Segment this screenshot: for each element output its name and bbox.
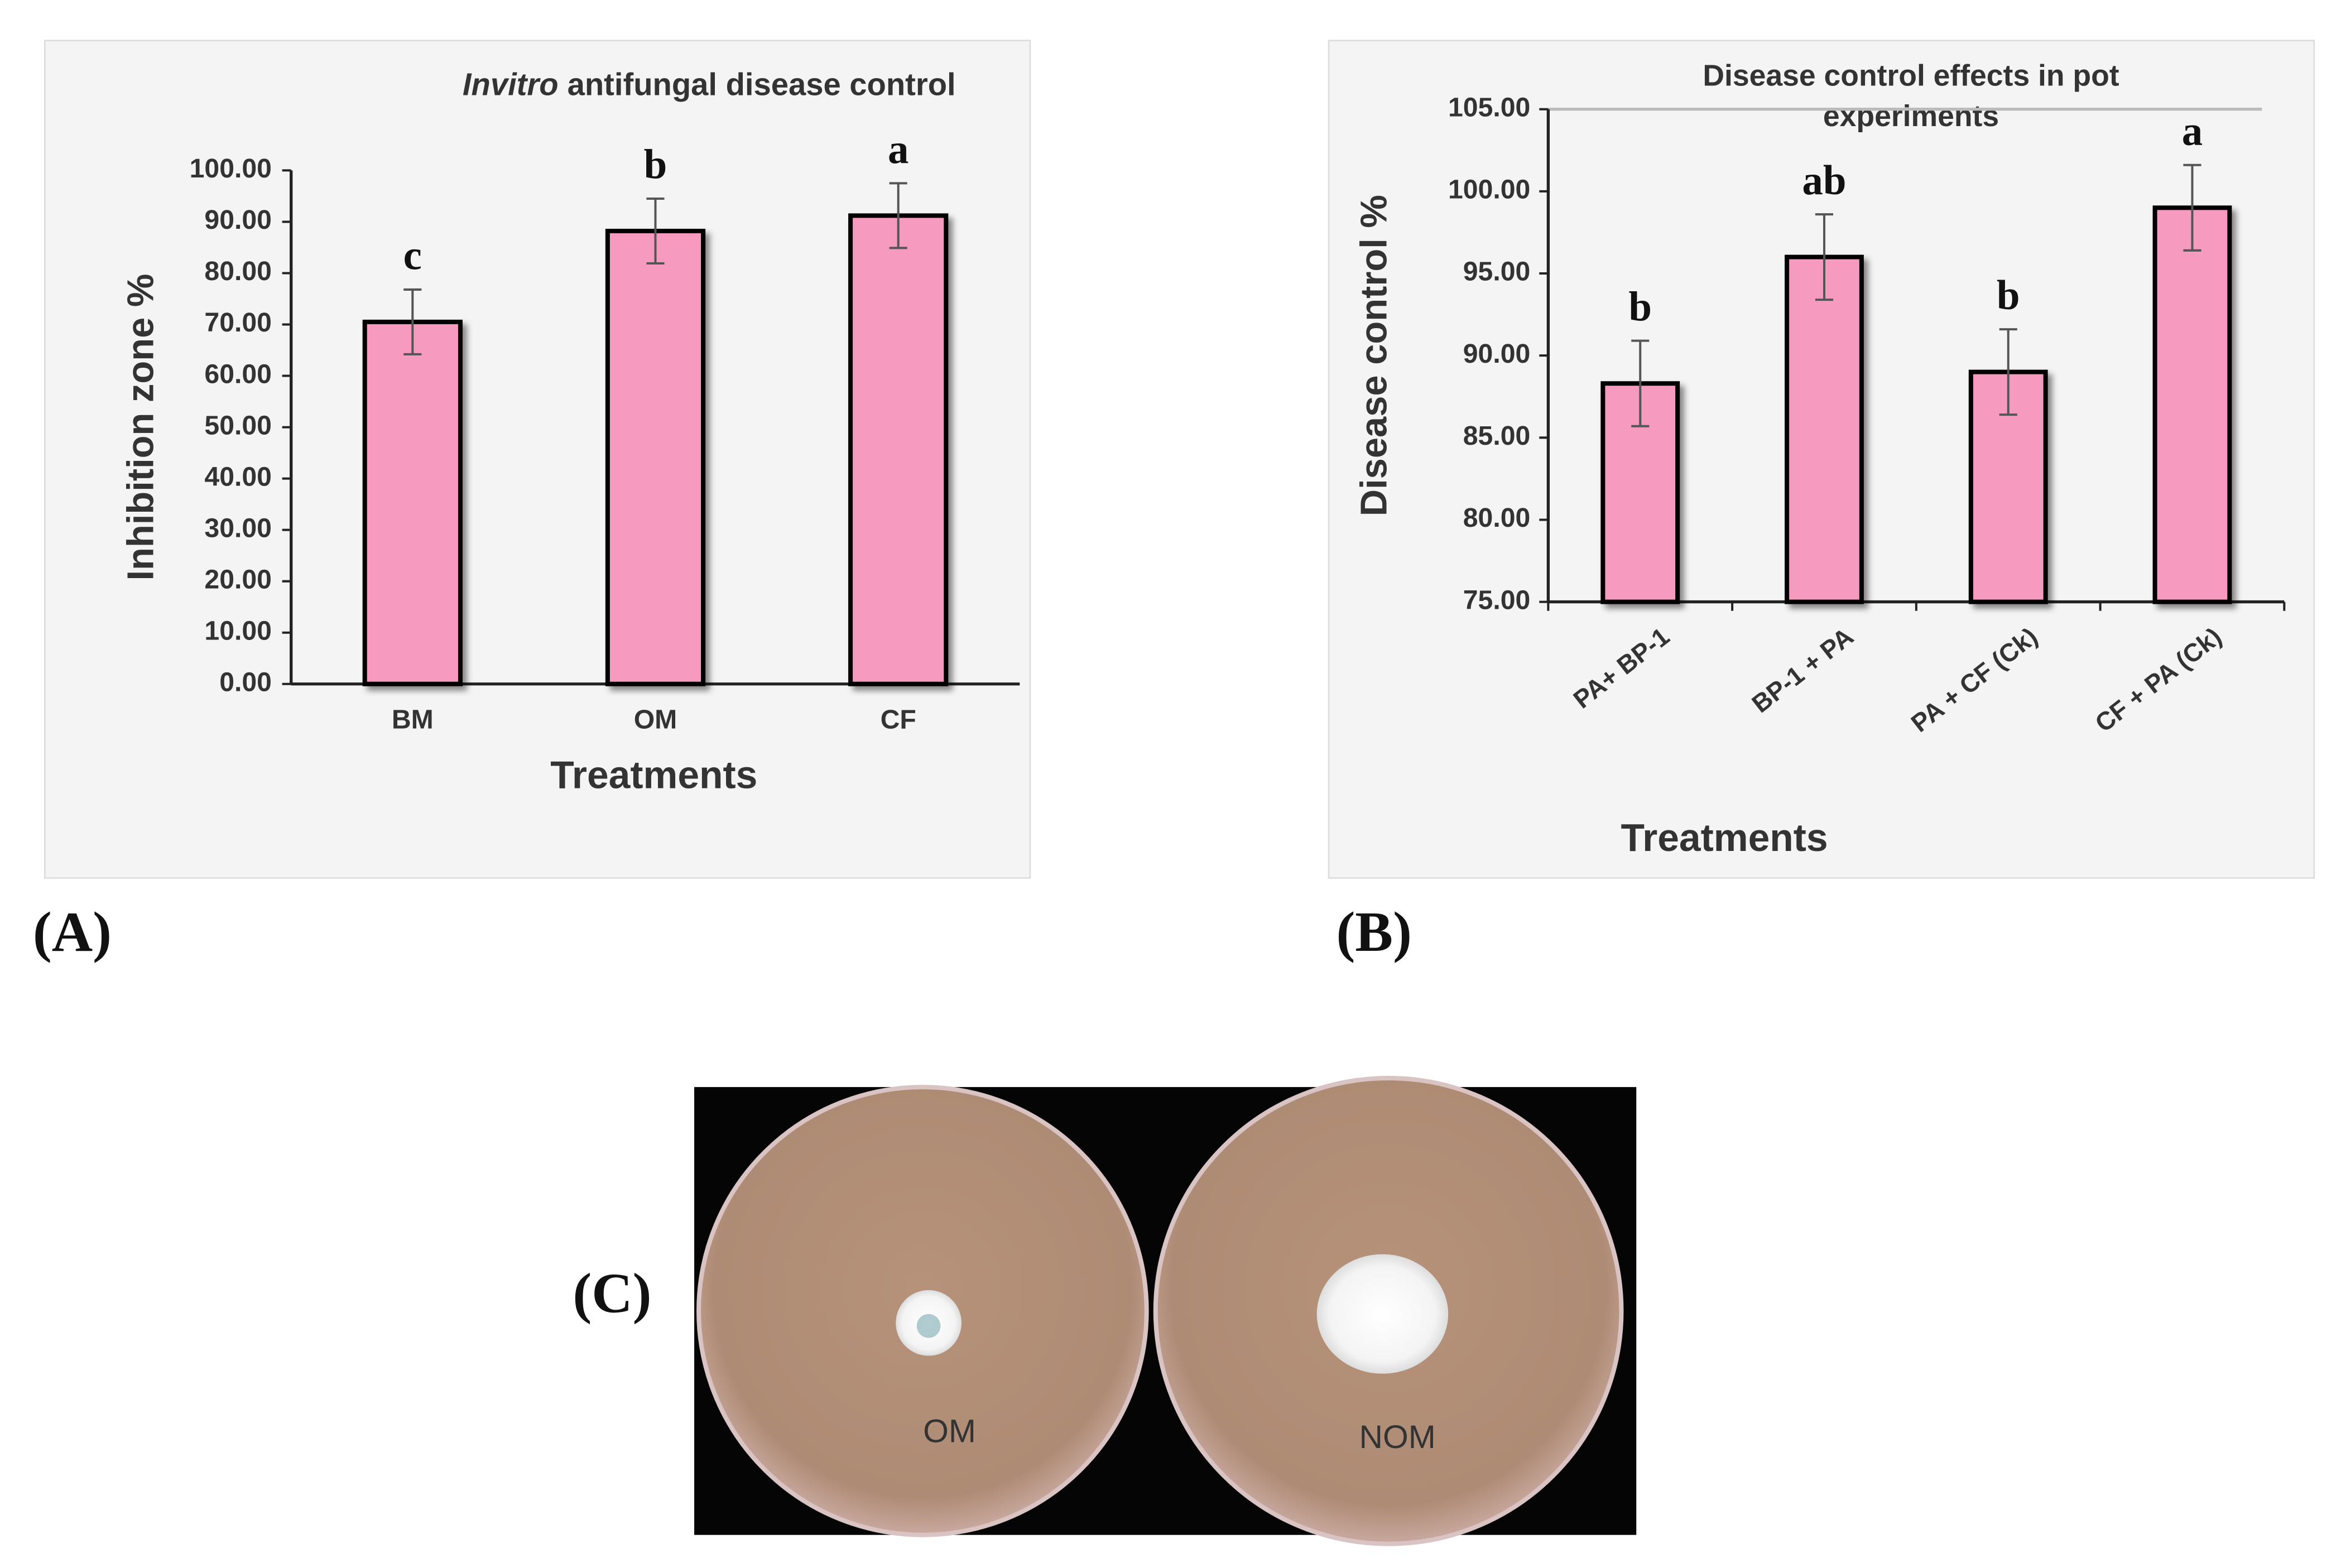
significance-letter: ab — [1802, 157, 1846, 204]
error-bar — [1815, 213, 1834, 301]
bar — [605, 229, 706, 686]
y-tick-label: 85.00 — [1463, 421, 1530, 451]
y-tick-label: 80.00 — [1463, 503, 1530, 533]
y-tick-label: 70.00 — [204, 307, 271, 338]
significance-letter: b — [644, 142, 667, 188]
bar — [2152, 205, 2232, 604]
significance-letter: b — [1997, 272, 2020, 319]
y-tick-label: 40.00 — [204, 461, 271, 492]
bar — [1785, 254, 1864, 604]
error-bar — [403, 288, 422, 355]
error-bar — [2183, 163, 2201, 252]
bar — [848, 213, 949, 686]
y-tick-label: 100.00 — [1448, 175, 1530, 205]
y-tick-label: 95.00 — [1463, 257, 1530, 287]
chart-title-part: antifungal disease control — [568, 66, 956, 102]
panel-label: (B) — [1336, 900, 1412, 963]
chart-title: Disease control effects in pot — [1703, 60, 2119, 93]
fungal-colony — [1316, 1254, 1449, 1374]
x-axis-label: Treatments — [550, 753, 757, 797]
significance-letter: a — [888, 126, 908, 172]
significance-letter: a — [2182, 108, 2203, 154]
y-tick-label: 60.00 — [204, 359, 271, 389]
y-tick-label: 100.00 — [190, 153, 272, 184]
chart-title: experiments — [1823, 100, 1999, 133]
x-tick-label: BM — [392, 704, 434, 734]
x-axis-label: Treatments — [1621, 816, 1828, 859]
significance-letter: b — [1628, 283, 1652, 330]
y-tick-label: 20.00 — [204, 564, 271, 594]
panel-label: (A) — [33, 900, 112, 963]
y-tick-label: 80.00 — [204, 256, 271, 286]
y-tick-label: 0.00 — [219, 667, 272, 697]
error-bar — [1631, 339, 1650, 427]
x-tick-label: CF — [881, 704, 916, 734]
fungal-colony-center — [916, 1314, 941, 1338]
y-axis-label: Disease control % — [1353, 195, 1395, 516]
y-tick-label: 90.00 — [204, 205, 271, 235]
bar — [362, 319, 463, 686]
chart-title: Invitro antifungal disease control — [463, 66, 956, 102]
y-axis-label: Inhibition zone % — [120, 274, 162, 581]
panel-label: (C) — [573, 1261, 651, 1324]
y-tick-label: 10.00 — [204, 615, 271, 646]
chart-title-part: Invitro — [463, 66, 559, 102]
significance-letter: c — [403, 233, 422, 279]
y-tick-label: 30.00 — [204, 513, 271, 543]
y-tick-label: 90.00 — [1463, 339, 1530, 369]
plate-label: NOM — [1359, 1419, 1436, 1455]
y-tick-label: 105.00 — [1448, 92, 1530, 122]
y-tick-label: 50.00 — [204, 410, 271, 440]
error-bar — [1999, 328, 2017, 416]
error-bar — [646, 198, 665, 265]
y-tick-label: 75.00 — [1463, 585, 1530, 615]
plate-label: OM — [923, 1413, 976, 1449]
error-bar — [889, 182, 907, 249]
x-tick-label: OM — [634, 704, 677, 734]
